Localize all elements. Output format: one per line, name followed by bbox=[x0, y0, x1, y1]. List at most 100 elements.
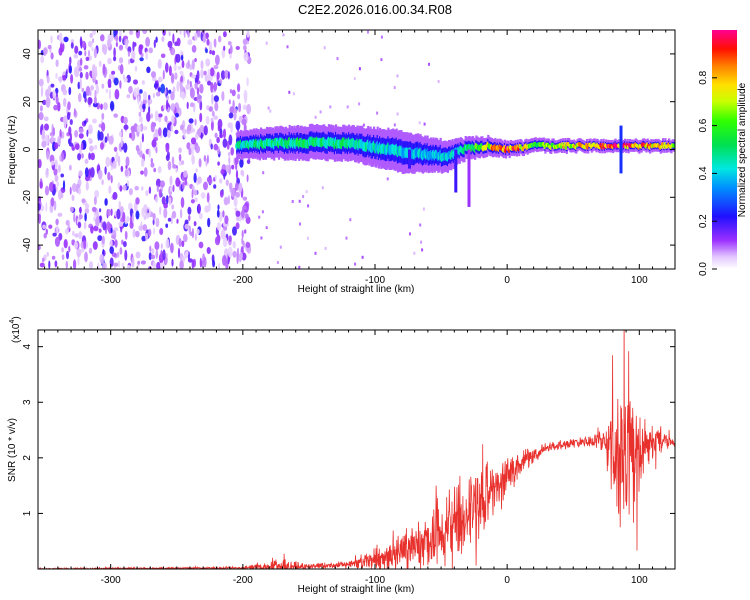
noise-cell bbox=[62, 115, 68, 125]
snr-x-tick-label: -100 bbox=[365, 575, 385, 586]
noise-cell bbox=[92, 30, 97, 36]
noise-cell bbox=[101, 112, 105, 120]
noise-cell bbox=[137, 260, 141, 265]
noise-cell bbox=[85, 56, 90, 62]
noise-speckle bbox=[302, 195, 305, 199]
noise-cell bbox=[166, 95, 170, 101]
noise-speckle bbox=[261, 210, 264, 214]
noise-cell bbox=[188, 214, 191, 222]
noise-cell bbox=[80, 248, 85, 253]
snr-x-label: Height of straight line (km) bbox=[298, 584, 415, 595]
noise-speckle bbox=[349, 218, 352, 222]
noise-speckle bbox=[265, 226, 268, 230]
noise-cell bbox=[53, 200, 57, 211]
noise-cell bbox=[39, 181, 43, 189]
noise-cell bbox=[203, 155, 207, 162]
snr-multiplier-close: ) bbox=[11, 316, 22, 319]
snr-x-tick-label: 100 bbox=[631, 575, 648, 586]
noise-cell bbox=[141, 186, 144, 191]
noise-cell bbox=[194, 32, 198, 41]
noise-cell bbox=[213, 115, 219, 120]
noise-cell bbox=[242, 170, 245, 177]
noise-cell bbox=[237, 83, 241, 93]
noise-cell bbox=[148, 186, 152, 194]
noise-cell bbox=[142, 224, 148, 231]
noise-cell bbox=[141, 235, 147, 242]
noise-speckle bbox=[393, 123, 396, 127]
noise-cell bbox=[38, 245, 41, 251]
noise-cell bbox=[160, 83, 166, 94]
noise-cell bbox=[218, 35, 222, 43]
noise-cell bbox=[121, 239, 124, 245]
noise-cell bbox=[62, 180, 66, 190]
noise-cell bbox=[165, 154, 170, 161]
noise-cell bbox=[223, 45, 226, 51]
noise-cell bbox=[183, 170, 188, 178]
colorbar-tick-label: 0.2 bbox=[698, 214, 709, 228]
noise-cell bbox=[187, 39, 193, 46]
colorbar-tick-label: 0.4 bbox=[698, 166, 709, 180]
noise-cell bbox=[90, 152, 95, 161]
noise-cell bbox=[83, 65, 89, 70]
noise-speckle bbox=[298, 199, 301, 203]
noise-cell bbox=[50, 52, 54, 60]
noise-cell bbox=[170, 91, 175, 101]
noise-cell bbox=[72, 230, 75, 237]
noise-cell bbox=[103, 102, 108, 111]
noise-speckle bbox=[353, 77, 356, 81]
noise-cell bbox=[154, 128, 159, 140]
noise-cell bbox=[71, 239, 76, 246]
noise-cell bbox=[81, 87, 85, 93]
noise-cell bbox=[88, 137, 92, 143]
noise-cell bbox=[118, 57, 124, 64]
noise-cell bbox=[222, 236, 228, 248]
noise-cell bbox=[58, 164, 61, 173]
noise-cell bbox=[189, 142, 195, 151]
noise-speckle bbox=[282, 33, 285, 37]
noise-cell bbox=[204, 74, 208, 82]
noise-speckle bbox=[279, 245, 282, 249]
noise-cell bbox=[172, 184, 175, 192]
noise-cell bbox=[110, 175, 113, 184]
noise-cell bbox=[45, 202, 48, 213]
noise-cell bbox=[126, 94, 131, 99]
noise-cell bbox=[134, 65, 138, 72]
noise-cell bbox=[56, 224, 59, 234]
colorbar-tick-label: 0.8 bbox=[698, 70, 709, 84]
noise-cell bbox=[245, 242, 251, 248]
noise-cell bbox=[48, 181, 54, 193]
noise-cell bbox=[127, 50, 131, 57]
noise-cell bbox=[200, 68, 204, 79]
noise-cell bbox=[119, 63, 124, 75]
noise-cell bbox=[187, 206, 192, 215]
noise-cell bbox=[155, 178, 161, 188]
noise-cell bbox=[236, 254, 239, 265]
noise-cell bbox=[101, 179, 104, 186]
noise-cell bbox=[242, 196, 248, 201]
noise-cell bbox=[143, 204, 148, 214]
noise-cell bbox=[242, 205, 247, 211]
noise-cell bbox=[73, 212, 76, 223]
noise-cell bbox=[196, 70, 200, 81]
noise-cell bbox=[187, 30, 190, 38]
noise-cell bbox=[168, 65, 172, 76]
noise-cell bbox=[172, 86, 176, 94]
noise-cell bbox=[50, 197, 55, 207]
noise-cell bbox=[95, 83, 99, 90]
noise-cell bbox=[65, 260, 69, 269]
noise-cell bbox=[124, 230, 128, 240]
noise-cell bbox=[227, 246, 233, 258]
noise-speckle bbox=[260, 236, 263, 240]
noise-cell bbox=[216, 209, 220, 218]
noise-cell bbox=[180, 197, 185, 208]
noise-cell bbox=[48, 224, 53, 229]
noise-cell bbox=[67, 101, 71, 111]
noise-cell bbox=[152, 261, 156, 269]
noise-cell bbox=[206, 247, 211, 254]
noise-speckle bbox=[421, 248, 424, 252]
noise-cell bbox=[211, 93, 214, 105]
noise-cell bbox=[91, 70, 97, 79]
noise-cell bbox=[190, 137, 197, 145]
noise-cell bbox=[69, 186, 72, 195]
spectrogram-plot-area bbox=[38, 30, 675, 269]
